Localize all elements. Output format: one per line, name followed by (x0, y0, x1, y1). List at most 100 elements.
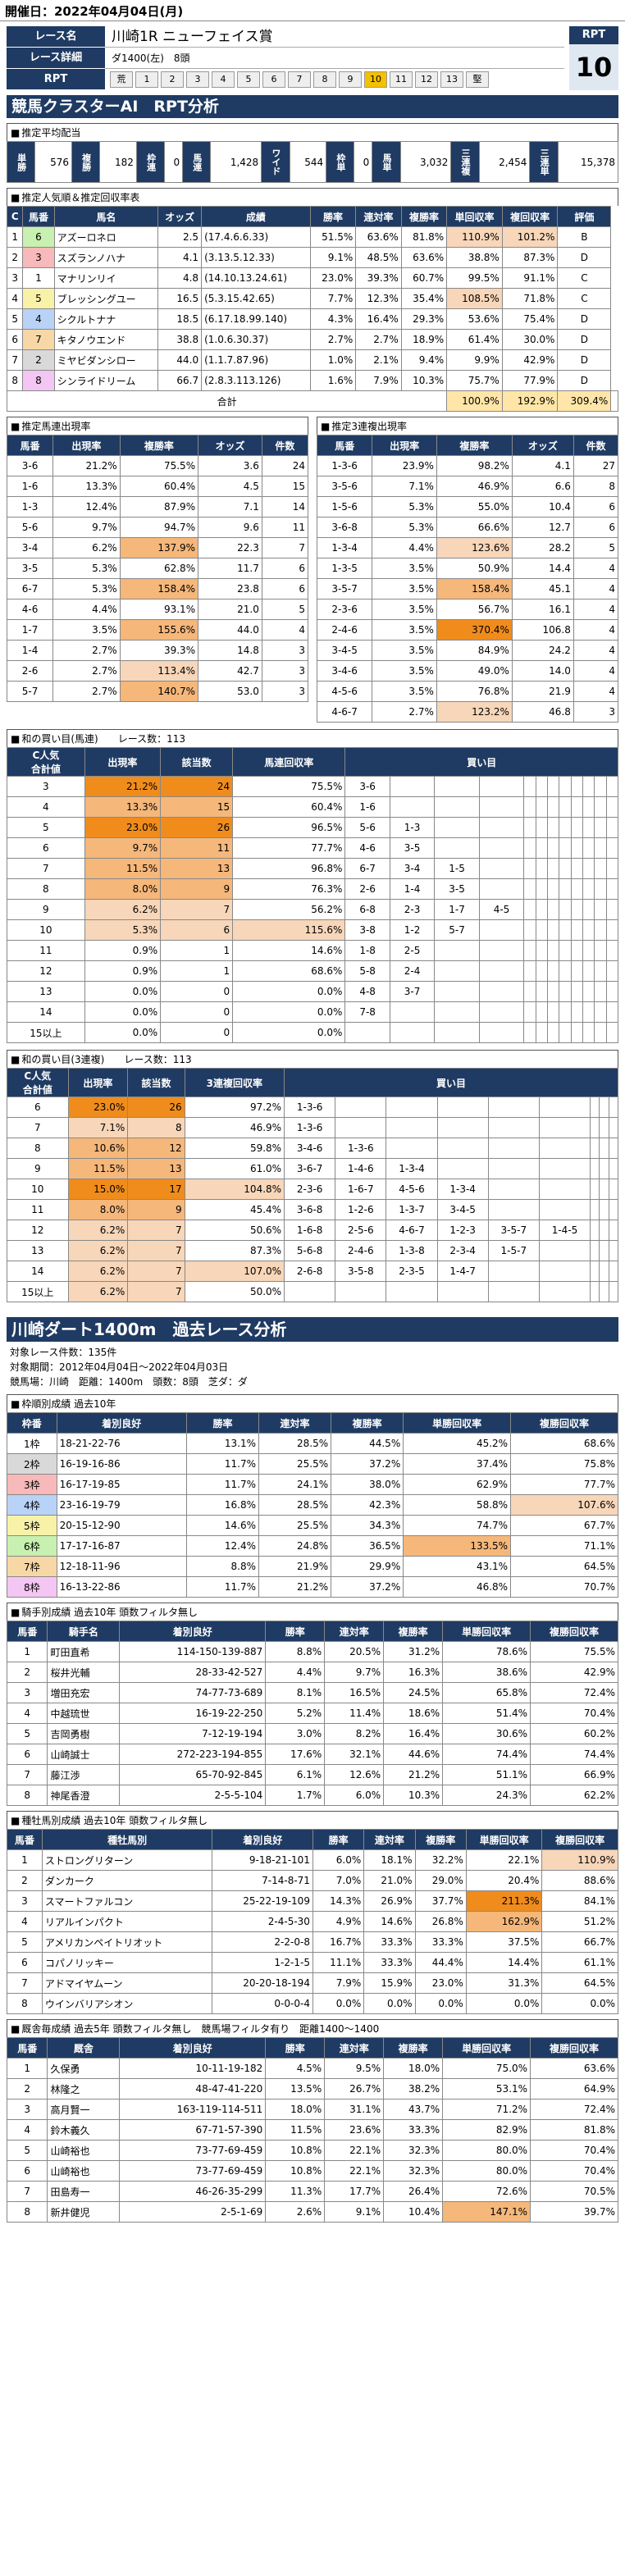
sire-header: 着別良好 (212, 1829, 313, 1850)
umaren-cell: 12.4% (52, 496, 121, 517)
buy_umaren-pick (570, 817, 583, 838)
umaren-cell: 137.9% (119, 537, 199, 559)
sire-cell: ストロングリターン (41, 1849, 213, 1871)
sanrenpuku-header: 件数 (573, 435, 619, 456)
buy_umaren-rate: 21.2% (84, 776, 162, 797)
buy_sanren-return: 97.2% (184, 1097, 285, 1118)
umaren-cell: 23.8 (198, 578, 262, 600)
buy_umaren-pick (605, 796, 619, 818)
sanrenpuku-header: 出現率 (372, 435, 437, 456)
buy_umaren-pick (546, 1001, 560, 1023)
waku-header: 複勝回収率 (510, 1412, 618, 1434)
buy_sanren-sum: 14 (7, 1261, 69, 1282)
table-row: 5 山崎裕也 73-77-69-459 10.8% 22.1% 32.3% 80.0% 70.… (6, 2140, 618, 2161)
buy_sanren-pick (599, 1179, 609, 1200)
trainer-cell: 山崎裕也 (47, 2140, 121, 2161)
buy_umaren-sum: 13 (7, 981, 85, 1002)
buy_umaren-pick (523, 878, 536, 900)
popularity-cell: 4 (22, 308, 55, 330)
sire-cell: 9-18-21-101 (212, 1849, 313, 1871)
jockey-cell: 60.2% (530, 1723, 618, 1744)
buy_umaren-pick: 6-8 (344, 899, 390, 920)
sanrenpuku-cell: 4 (573, 558, 619, 579)
popularity-cell: 4.1 (157, 247, 203, 268)
buy_sanren-pick: 1-5-7 (487, 1240, 540, 1261)
popularity-cell: 39.3% (355, 267, 402, 289)
waku-cell: 67.7% (510, 1515, 618, 1536)
jockey-header: 勝率 (265, 1621, 326, 1642)
buy_sanren-pick (590, 1179, 600, 1200)
buy_sanren-count: 7 (127, 1240, 185, 1261)
buy_umaren-pick: 1-3 (389, 817, 436, 838)
buy_umaren-pick (559, 919, 572, 941)
umaren-cell: 3.6 (198, 455, 262, 476)
table-row: 15以上 6.2% 7 50.0% (7, 1281, 619, 1302)
jockey-cell: 1.7% (265, 1785, 326, 1806)
sanrenpuku-cell: 4-5-6 (316, 681, 373, 702)
sire-cell: 6 (7, 1952, 43, 1973)
popularity-header: 複回収率 (501, 206, 559, 227)
table-row: 3-4-5 3.5% 84.9% 24.2 4 (316, 640, 619, 661)
sire-cell: 37.5% (465, 1931, 543, 1953)
rpt-scale-cell: 1 (135, 71, 158, 88)
jockey-cell: 6.1% (265, 1764, 326, 1785)
rpt-scale-cell: 13 (440, 71, 463, 88)
popularity-cell: 87.3% (501, 247, 559, 268)
buy_umaren-pick (605, 858, 619, 879)
sanrenpuku-cell: 6.6 (511, 476, 574, 497)
sire-cell: 44.4% (414, 1952, 467, 1973)
buy_umaren-pick (582, 796, 595, 818)
sanrenpuku-cell: 46.8 (511, 701, 574, 723)
sanrenpuku-header: 馬番 (316, 435, 373, 456)
buy_sanren-pick: 1-3-6 (335, 1138, 387, 1159)
buy_umaren-pick (523, 1022, 536, 1043)
buy_umaren-pick (478, 1022, 525, 1043)
table-row: 11 8.0% 9 45.4% 3-6-8 1-2-6 1-3-7 3-4-5 (7, 1199, 619, 1220)
sanrenpuku-cell: 16.1 (511, 599, 574, 620)
sanrenpuku-cell: 3.5% (372, 599, 437, 620)
buy_sanren-pick (487, 1117, 540, 1138)
buy_umaren-pick (594, 776, 607, 797)
popularity-cell: 5 (6, 308, 24, 330)
rpt-scale-cell: 堅 (466, 71, 489, 88)
buy_umaren-pick (570, 796, 583, 818)
waku-cell: 37.2% (331, 1453, 404, 1475)
jockey-cell: 20.5% (324, 1641, 385, 1662)
trainer-cell: 64.9% (530, 2078, 618, 2100)
umaren-cell: 15 (261, 476, 309, 497)
buy_sanren-pick: 1-2-3 (436, 1220, 489, 1241)
umaren-cell: 3-4 (6, 537, 54, 559)
sanrenpuku-cell: 46.9% (436, 476, 513, 497)
sire-cell: コパノリッキー (41, 1952, 213, 1973)
umaren-cell: 3 (261, 681, 309, 702)
trainer-cell: 10-11-19-182 (119, 2058, 267, 2079)
waku-header: 単勝回収率 (403, 1412, 512, 1434)
popularity-cell: 42.9% (501, 349, 559, 371)
popularity-cell: 63.6% (355, 226, 402, 248)
sanrenpuku-cell: 1-3-4 (316, 537, 373, 559)
waku-cell: 8枠 (7, 1576, 57, 1598)
buy_umaren-pick (478, 837, 525, 859)
popularity-cell: アズーロネロ (53, 226, 159, 248)
buy_sanren-return: 59.8% (184, 1138, 285, 1159)
buy_umaren-pick (546, 817, 560, 838)
popularity-cell: 30.0% (501, 329, 559, 350)
buy_umaren-count: 0 (160, 981, 234, 1002)
table-row: 3-5 5.3% 62.8% 11.7 6 (6, 558, 309, 579)
buy_umaren-pick (594, 796, 607, 818)
waku-cell: 24.1% (258, 1474, 332, 1495)
jockey-cell: 桜井光輔 (47, 1662, 121, 1683)
sire-cell: アメリカンペイトリオット (41, 1931, 213, 1953)
buy_sanren-count: 17 (127, 1179, 185, 1200)
sanrenpuku-cell: 45.1 (511, 578, 574, 600)
jockey-cell: 4 (6, 1703, 48, 1724)
table-row: 3-4 6.2% 137.9% 22.3 7 (6, 537, 309, 559)
table-row: 6 23.0% 26 97.2% 1-3-6 (7, 1097, 619, 1118)
buy_umaren-sum: 9 (7, 899, 85, 920)
table-row: 2 3 スズランノハナ 4.1 (3.13.5.12.33) 9.1% 48.5% 63.6%… (6, 247, 618, 268)
buy_umaren-return: 77.7% (232, 837, 346, 859)
popularity-cell: (1.1.7.87.96) (201, 349, 311, 371)
buy_umaren-pick (559, 858, 572, 879)
buy_umaren-pick (594, 858, 607, 879)
buy_sanren-rate: 6.2% (67, 1261, 129, 1282)
